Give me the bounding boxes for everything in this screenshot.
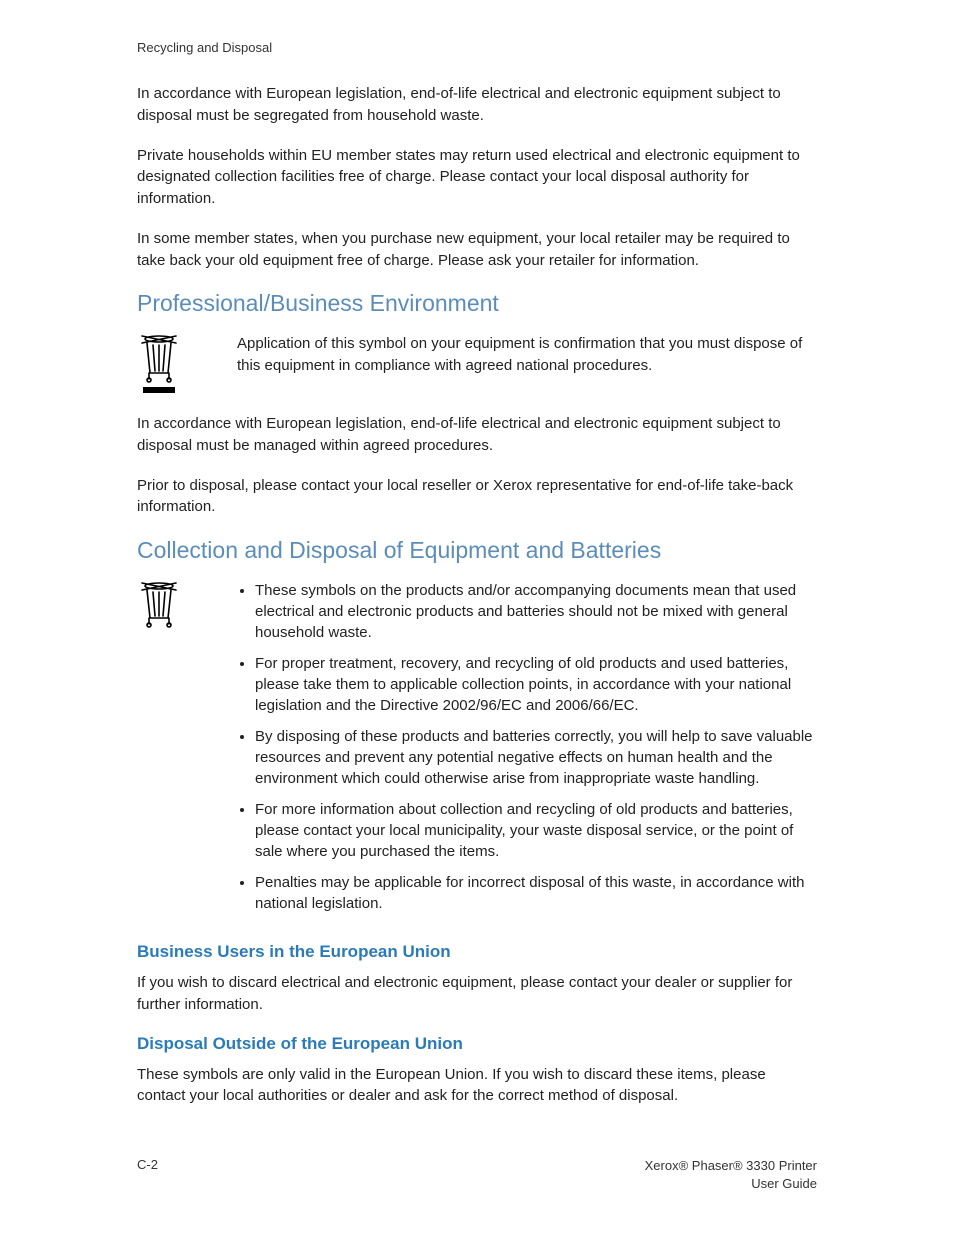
intro-para-3: In some member states, when you purchase… [137,228,817,272]
intro-para-2: Private households within EU member stat… [137,145,817,210]
subhead-disposal-outside-eu: Disposal Outside of the European Union [137,1034,817,1054]
weee-symbol-row-1: Application of this symbol on your equip… [137,333,817,395]
page-header-breadcrumb: Recycling and Disposal [137,40,817,55]
list-item: By disposing of these products and batte… [255,726,817,789]
weee-symbol-row-2: These symbols on the products and/or acc… [137,580,817,924]
section1-para-2: Prior to disposal, please contact your l… [137,475,817,519]
sub2-para: These symbols are only valid in the Euro… [137,1064,817,1108]
weee-bin-bar-icon [137,333,207,395]
list-item: For more information about collection an… [255,799,817,862]
sub1-para: If you wish to discard electrical and el… [137,972,817,1016]
intro-para-1: In accordance with European legislation,… [137,83,817,127]
heading-collection-disposal: Collection and Disposal of Equipment and… [137,536,817,566]
weee-bin-icon [137,580,207,924]
subhead-business-users-eu: Business Users in the European Union [137,942,817,962]
footer-product-info: Xerox® Phaser® 3330 Printer User Guide [645,1157,817,1193]
collection-bullets-cell: These symbols on the products and/or acc… [237,580,817,924]
list-item: Penalties may be applicable for incorrec… [255,872,817,914]
footer-product-line-1: Xerox® Phaser® 3330 Printer [645,1157,817,1175]
list-item: For proper treatment, recovery, and recy… [255,653,817,716]
footer-product-line-2: User Guide [645,1175,817,1193]
list-item: These symbols on the products and/or acc… [255,580,817,643]
section1-para-1: In accordance with European legislation,… [137,413,817,457]
footer-page-number: C-2 [137,1157,158,1172]
heading-professional-business: Professional/Business Environment [137,289,817,319]
weee-symbol-note-1: Application of this symbol on your equip… [237,333,817,395]
page-footer: C-2 Xerox® Phaser® 3330 Printer User Gui… [137,1157,817,1193]
collection-bullets: These symbols on the products and/or acc… [237,580,817,914]
